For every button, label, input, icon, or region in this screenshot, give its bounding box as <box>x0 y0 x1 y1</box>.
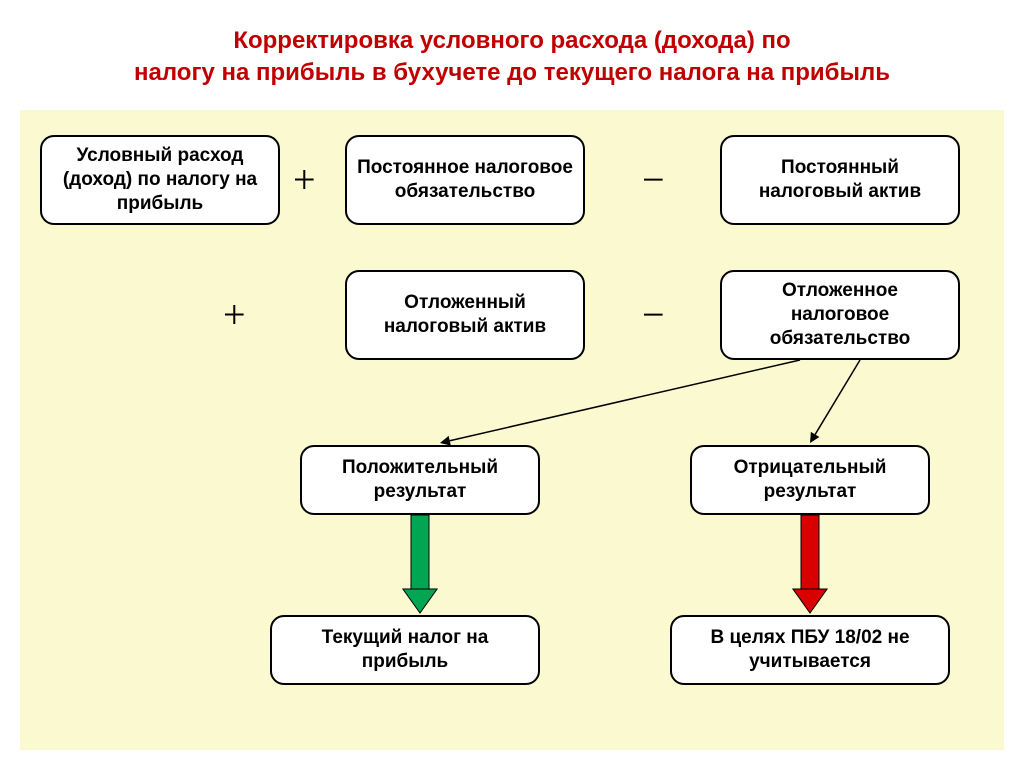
box-current-tax: Текущий налог на прибыль <box>270 615 540 685</box>
operator-plus-2: + <box>223 295 246 335</box>
title-line2: налогу на прибыль в бухучете до текущего… <box>134 59 890 86</box>
box-not-accounted: В целях ПБУ 18/02 не учитывается <box>670 615 950 685</box>
box-permanent-tax-liability: Постоянное налоговое обязательство <box>345 135 585 225</box>
box-conditional-expense: Условный расход (доход) по налогу на при… <box>40 135 280 225</box>
box-deferred-tax-asset: Отложенный налоговый актив <box>345 270 585 360</box>
title-line1: Корректировка условного расхода (дохода)… <box>233 27 790 54</box>
flowchart-canvas: Условный расход (доход) по налогу на при… <box>20 110 1004 750</box>
box-positive-result: Положительный результат <box>300 445 540 515</box>
box-negative-result: Отрицательный результат <box>690 445 930 515</box>
operator-minus-2: − <box>642 295 665 335</box>
box-deferred-tax-liability: Отложенное налоговое обязательство <box>720 270 960 360</box>
operator-plus-1: + <box>293 160 316 200</box>
diagram-title: Корректировка условного расхода (дохода)… <box>0 0 1024 110</box>
operator-minus-1: − <box>642 160 665 200</box>
box-permanent-tax-asset: Постоянный налоговый актив <box>720 135 960 225</box>
